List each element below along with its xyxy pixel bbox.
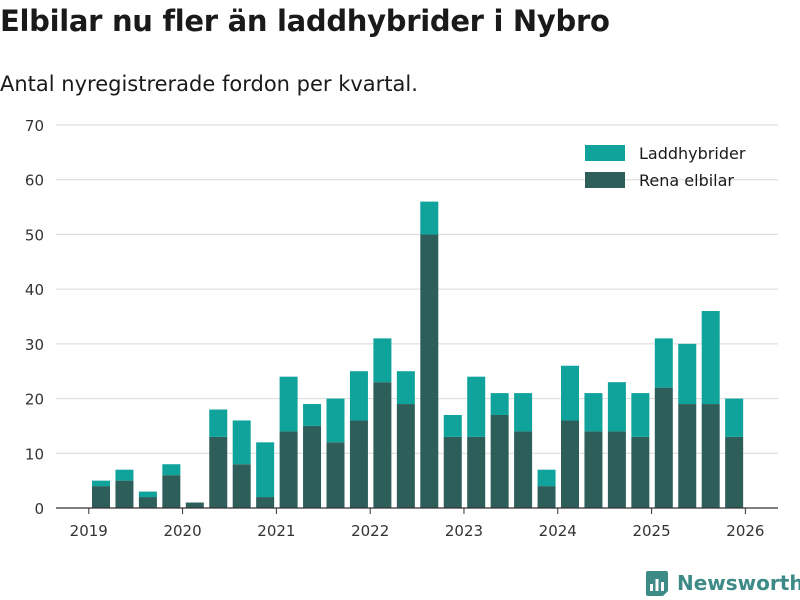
x-tick-label: 2022 [351,522,389,540]
bar-rena-elbilar [561,420,579,508]
bar-laddhybrider [373,338,392,383]
bar-rena-elbilar [326,442,345,508]
bar-rena-elbilar [490,414,509,508]
bar-laddhybrider [678,343,697,405]
legend-label: Laddhybrider [639,144,746,163]
bar-rena-elbilar [349,420,368,508]
newsworthy-icon [646,571,668,596]
bar-rena-elbilar [631,436,650,508]
bar-laddhybrider [443,414,462,437]
y-tick-label: 40 [25,281,44,299]
bar-laddhybrider [232,420,251,465]
bar-laddhybrider [584,393,603,432]
bar-laddhybrider [162,464,181,476]
bar-rena-elbilar [467,436,486,508]
y-tick-label: 60 [25,172,44,190]
x-tick-label: 2020 [163,522,201,540]
bar-rena-elbilar [209,436,228,508]
x-tick-label: 2021 [257,522,295,540]
bar-laddhybrider [467,376,486,437]
x-tick-label: 2023 [445,522,483,540]
bar-rena-elbilar [396,404,415,508]
y-tick-label: 20 [25,391,44,409]
bar-laddhybrider [279,376,298,432]
bar-rena-elbilar [279,431,298,508]
bar-laddhybrider [256,442,275,498]
bar-laddhybrider [514,393,533,432]
bar-laddhybrider [725,398,744,437]
bar-laddhybrider [396,371,415,405]
bar-rena-elbilar [232,464,251,508]
bar-rena-elbilar [701,404,720,508]
bar-laddhybrider [654,338,673,388]
bar-laddhybrider [115,469,134,481]
bar-laddhybrider [561,365,579,421]
bar-rena-elbilar [256,497,275,508]
bar-laddhybrider [701,311,720,405]
bar-laddhybrider [138,491,157,498]
bar-rena-elbilar [92,486,110,508]
bar-laddhybrider [537,469,556,487]
bar-laddhybrider [326,398,345,443]
bar-rena-elbilar [373,382,392,508]
bar-rena-elbilar [654,387,673,508]
bar-rena-elbilar [420,234,439,508]
bar-rena-elbilar [678,404,697,508]
bar-rena-elbilar [514,431,533,508]
x-tick-label: 2019 [70,522,108,540]
bar-laddhybrider [92,480,110,487]
bar-rena-elbilar [185,502,204,508]
bar-laddhybrider [490,393,509,415]
bar-rena-elbilar [138,497,157,508]
bar-rena-elbilar [162,475,181,508]
y-tick-label: 10 [25,445,44,463]
bar-rena-elbilar [607,431,626,508]
bar-rena-elbilar [725,436,744,508]
bar-rena-elbilar [115,480,134,508]
y-tick-label: 30 [25,336,44,354]
legend-label: Rena elbilar [639,171,734,190]
bar-rena-elbilar [537,486,556,508]
bar-rena-elbilar [303,425,322,508]
chart-title: Elbilar nu fler än laddhybrider i Nybro [0,4,610,38]
bar-laddhybrider [349,371,368,421]
y-tick-label: 50 [25,226,44,244]
bar-laddhybrider [303,404,322,426]
bar-laddhybrider [631,393,650,437]
legend-swatch-rena-elbilar [585,172,625,188]
brand-name: Newsworthy [677,571,800,595]
bar-rena-elbilar [584,431,603,508]
bar-laddhybrider [420,201,439,235]
bar-rena-elbilar [443,436,462,508]
y-tick-label: 70 [25,117,44,135]
y-tick-label: 0 [34,500,44,518]
x-tick-label: 2024 [539,522,577,540]
x-tick-label: 2026 [726,522,764,540]
x-tick-label: 2025 [632,522,670,540]
bar-laddhybrider [607,382,626,432]
chart-subtitle: Antal nyregistrerade fordon per kvartal. [0,72,418,96]
newsworthy-logo: Newsworthy [645,569,800,597]
bar-laddhybrider [209,409,228,437]
legend-swatch-laddhybrider [585,145,625,161]
